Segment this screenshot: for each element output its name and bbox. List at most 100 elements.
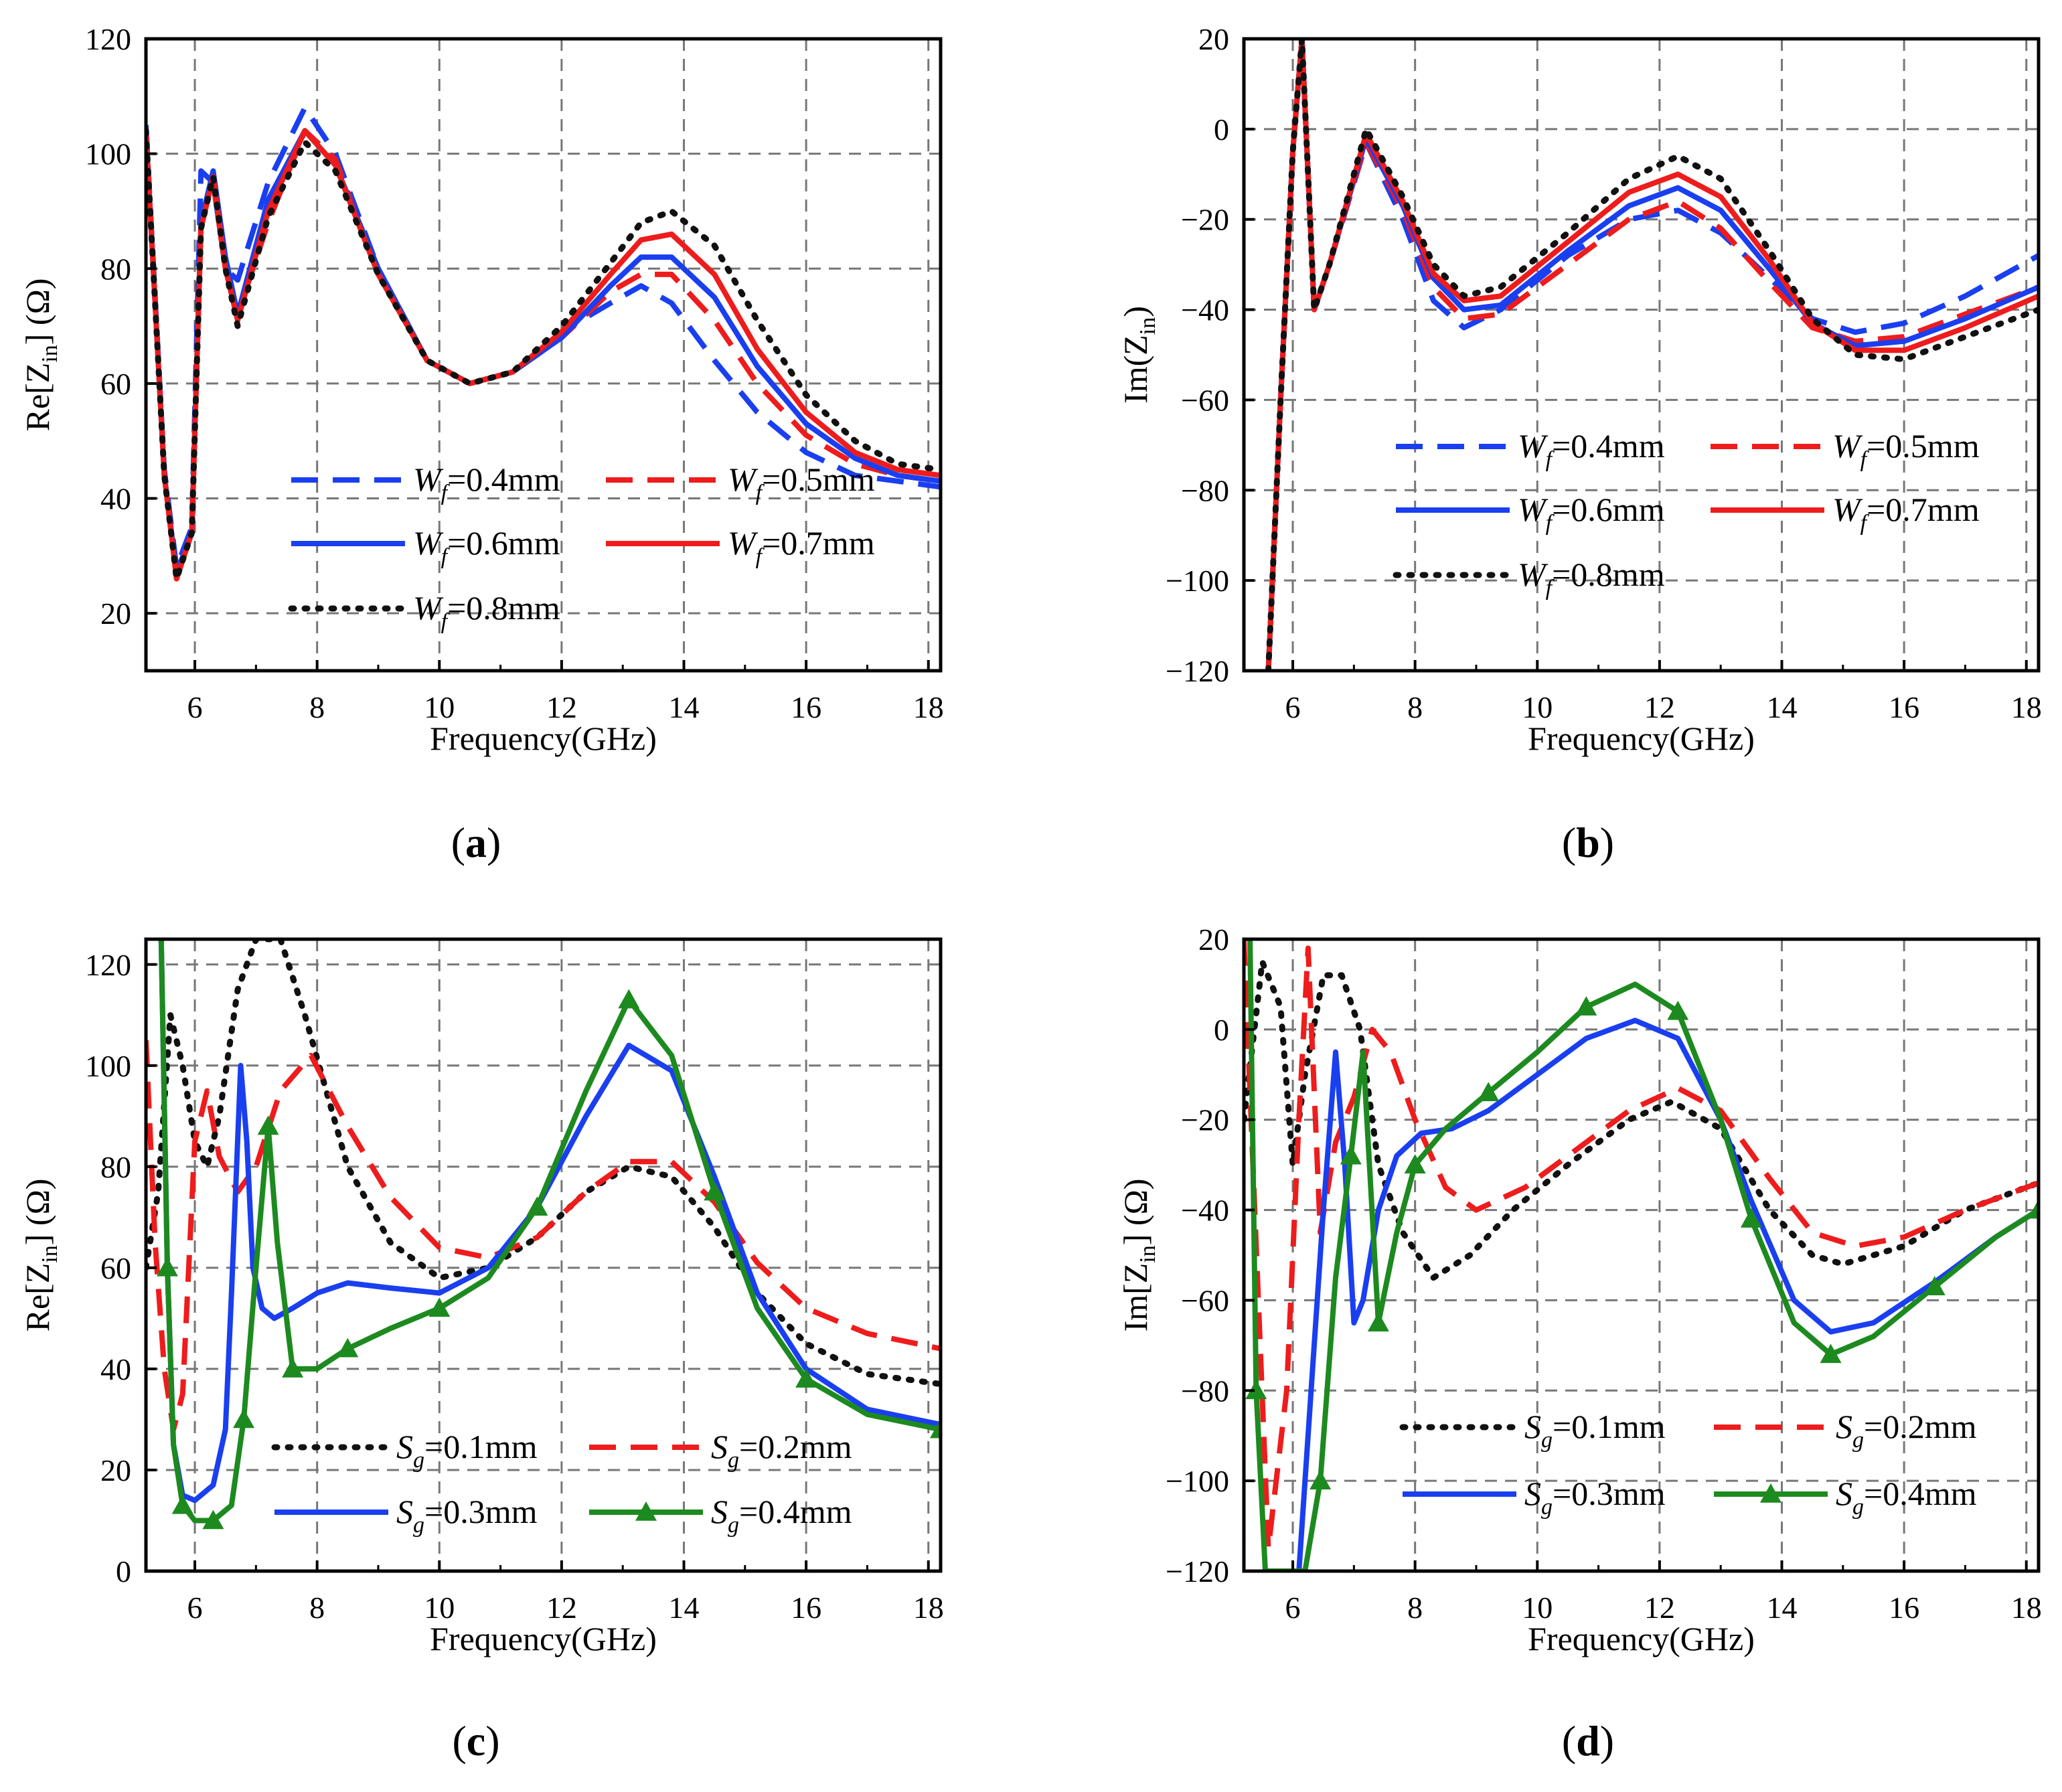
legend-entry-0: Sg=0.1mm [271,1428,538,1473]
panel-label-letter: a [465,819,487,866]
legend-var: S [1524,1475,1541,1512]
x-axis-title: Frequency(GHz) [1528,1620,1755,1657]
triangle-marker [1820,1343,1842,1364]
y-axis-title: Re[Zin] (Ω) [19,1179,62,1332]
legend-entry-4: Wf=0.8mm [288,589,560,634]
y-tick-label: 0 [116,1554,131,1589]
y-axis-title-tail: ] (Ω) [19,1179,56,1246]
legend-entry-3: Sg=0.4mm [1714,1475,1977,1520]
panel-label: (a) [451,819,501,866]
legend-sub: g [413,1448,424,1473]
x-tick-label: 18 [913,1591,944,1625]
triangle-marker [202,1510,224,1530]
y-axis-title-sub: in [1135,1245,1160,1262]
x-tick-label: 14 [1767,690,1798,724]
triangle-marker [337,1337,359,1358]
legend-entry-4: Wf=0.8mm [1393,556,1665,600]
legend-label: Sg=0.4mm [1836,1475,1977,1520]
legend-value: =0.6mm [447,524,560,562]
panel-label-letter: d [1576,1717,1600,1765]
legend-var: W [413,589,444,627]
plot-frame [1242,937,2041,1573]
triangle-marker [1404,1154,1426,1173]
y-tick-label: 40 [100,1352,131,1386]
y-tick-label: 20 [1198,922,1229,957]
legend-label: Sg=0.3mm [396,1493,538,1538]
y-tick-label: −20 [1181,1103,1229,1137]
triangle-marker [233,1408,255,1429]
x-axis-title: Frequency(GHz) [430,720,657,757]
triangle-marker [156,1256,178,1277]
series-line-sg-2 [1296,1017,2039,1571]
x-tick-label: 14 [669,1591,700,1625]
legend-var: W [1832,427,1863,465]
y-tick-label: 60 [100,1251,131,1285]
legend-value: =0.1mm [424,1428,538,1465]
legend-label: Wf=0.6mm [1518,491,1665,536]
legend-label: Wf=0.8mm [413,589,560,634]
y-tick-label: −60 [1181,383,1229,417]
legend-label: Sg=0.4mm [711,1493,852,1538]
panel-label-close: ) [485,1717,499,1765]
legend-value: =0.6mm [1552,491,1665,528]
y-axis-title-sub: in [37,345,62,362]
legend-value: =0.4mm [739,1493,852,1530]
legend-var: S [396,1493,413,1530]
x-tick-label: 8 [1407,690,1423,724]
legend-value: =0.7mm [762,524,875,562]
panel-label: (d) [1562,1717,1614,1765]
y-axis-title: Re[Zin] (Ω) [19,278,62,432]
triangle-marker [282,1358,304,1378]
x-tick-label: 16 [791,1591,821,1625]
legend-entry-0: Sg=0.1mm [1399,1408,1666,1453]
legend-var: W [413,524,444,562]
y-tick-label: 80 [100,1150,131,1184]
panel-label-open: ( [1562,1717,1576,1765]
x-tick-label: 18 [2011,690,2042,724]
legend-sub: g [728,1513,739,1538]
y-axis-title-sub: in [37,1245,62,1262]
triangle-marker [1340,1145,1362,1165]
x-tick-label: 6 [187,1591,203,1625]
legend-value: =0.5mm [1867,427,1980,465]
series-group [1265,39,2039,671]
y-axis-title: Im(Zin) [1117,306,1160,404]
legend-sub: g [1852,1495,1864,1520]
legend-value: =0.7mm [1867,491,1980,528]
legend-triangle-marker [635,1501,657,1521]
y-axis-title-tail: ) [1117,306,1154,317]
series-group [146,105,941,582]
y-tick-label: 120 [85,22,131,56]
chart-panel-a: 6 8 10 12 14 16 18 20 40 60 80 100 120 Frequency(GHz)… [19,22,944,866]
y-tick-label: 60 [100,367,131,401]
y-tick-label: −40 [1181,1194,1229,1228]
legend-var: S [711,1493,728,1530]
panel-label-open: ( [1562,819,1576,866]
legend-entry-2: Sg=0.3mm [1403,1475,1666,1520]
legend-label: Sg=0.3mm [1524,1475,1666,1520]
legend-label: Wf=0.6mm [413,524,560,569]
y-tick-label: 40 [100,482,131,516]
x-tick-label: 6 [1285,1591,1301,1625]
x-tick-label: 8 [309,690,325,724]
legend-label: Wf=0.7mm [1832,491,1980,536]
legend-value: =0.3mm [424,1493,538,1530]
triangle-marker [1478,1082,1500,1102]
x-tick-label: 16 [1889,690,1919,724]
panel-label: (b) [1562,819,1614,866]
y-tick-label: 20 [1198,22,1229,56]
legend-sub: g [1541,1495,1553,1520]
panel-label-letter: b [1576,819,1600,866]
triangle-marker [930,1418,941,1439]
triangle-marker [1575,996,1597,1015]
legend-entry-1: Sg=0.2mm [589,1428,852,1473]
triangle-marker [171,1494,193,1514]
y-tick-label: −60 [1181,1283,1229,1317]
legend-value: =0.2mm [739,1428,852,1465]
y-tick-label: −100 [1166,1464,1229,1498]
legend-entry-2: Wf=0.6mm [291,524,560,569]
legend-entry-3: Wf=0.7mm [606,524,875,569]
panel-label: (c) [452,1717,499,1765]
series-group [1244,939,2039,1571]
